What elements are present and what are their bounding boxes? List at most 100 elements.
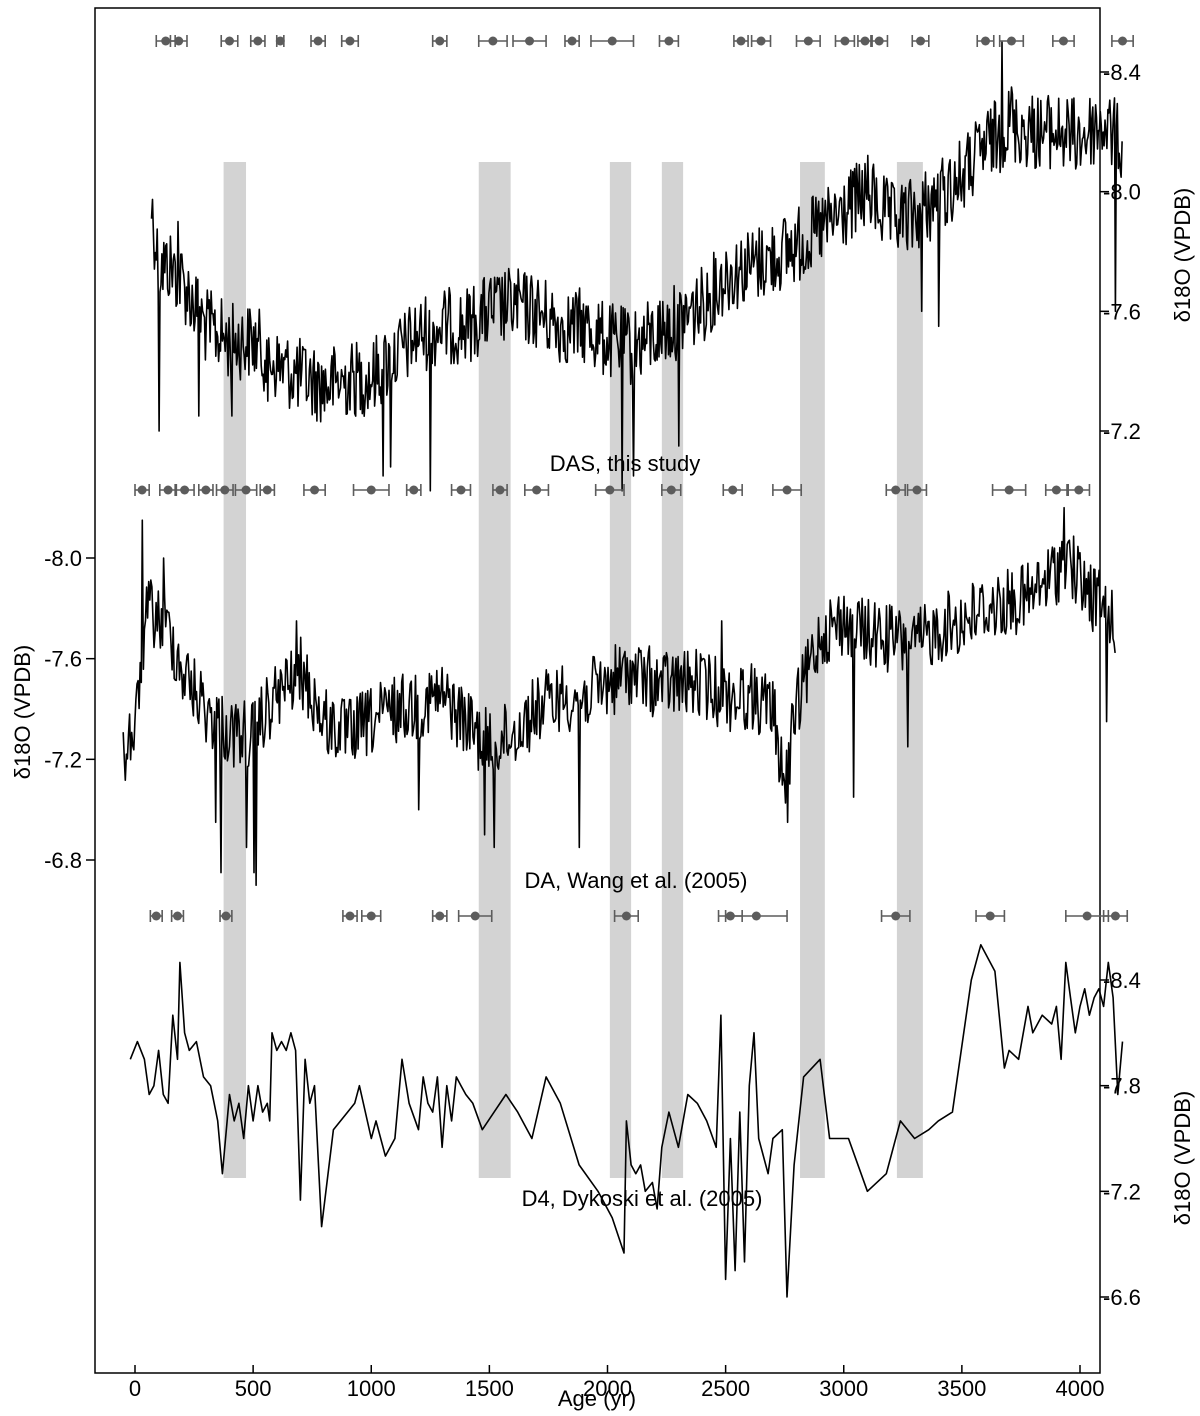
x-tick: 1500 — [465, 1365, 514, 1401]
x-tick-label: 2000 — [583, 1376, 632, 1401]
shaded-interval-6 — [896, 162, 923, 1178]
dating-marker-da-4 — [197, 484, 214, 496]
x-tick: 500 — [235, 1365, 272, 1401]
dating-marker-da-9 — [352, 484, 390, 496]
plot-frame — [94, 7, 1101, 1374]
x-tick: 3500 — [937, 1365, 986, 1401]
y-tick-label-das: -8.4 — [1103, 60, 1141, 85]
dating-marker-da-6 — [234, 484, 258, 496]
y-axes: -8.4 -8.0 -7.6 -7.2 -8.0 -7.6 -7.2 -6.8 -8.4 -7.8… — [44, 60, 1141, 1310]
dating-marker-das-13 — [658, 35, 680, 47]
y-tick-label-da: -7.6 — [44, 647, 82, 672]
dating-marker-das-20 — [911, 35, 930, 47]
panel-label-das: DAS, this study — [550, 451, 700, 476]
dating-marker-das-3 — [220, 35, 239, 47]
dating-marker-da-18 — [885, 484, 906, 496]
dating-marker-das-2 — [169, 35, 188, 47]
y-tick-das: -7.6 — [1100, 299, 1141, 324]
dating-marker-da-8 — [303, 484, 326, 496]
y-tick-label-das: -7.6 — [1103, 299, 1141, 324]
x-tick-label: 1000 — [347, 1376, 396, 1401]
dating-marker-das-12 — [590, 35, 635, 47]
x-tick: 4000 — [1056, 1365, 1105, 1401]
dating-marker-das-17 — [834, 35, 856, 47]
dating-marker-d4-11 — [880, 910, 911, 922]
y-tick-label-d4: -8.4 — [1103, 968, 1141, 993]
x-axis: 0 500 1000 1500 2000 2500 3000 3500 4000 — [129, 1365, 1105, 1401]
y-tick-label-d4: -7.2 — [1103, 1179, 1141, 1204]
dating-marker-das-5 — [275, 35, 285, 47]
dating-marker-da-7 — [259, 484, 276, 496]
x-tick: 1000 — [347, 1365, 396, 1401]
dating-marker-da-13 — [524, 484, 550, 496]
dating-marker-das-6 — [310, 35, 326, 47]
dating-marker-das-7 — [340, 35, 360, 47]
dating-marker-d4-6 — [431, 910, 448, 922]
dating-marker-da-5 — [215, 484, 234, 496]
dating-marker-d4-10 — [724, 910, 788, 922]
y-tick-label-das: -7.2 — [1103, 419, 1141, 444]
dating-marker-das-15 — [750, 35, 772, 47]
x-tick: 2000 — [583, 1365, 632, 1401]
dating-marker-da-1 — [134, 484, 150, 496]
dating-marker-d4-13 — [1065, 910, 1110, 922]
shaded-intervals — [223, 162, 923, 1178]
dating-marker-d4-5 — [360, 910, 382, 922]
dating-marker-da-19 — [906, 484, 928, 496]
x-tick: 3000 — [819, 1365, 868, 1401]
y-tick-da: -6.8 — [44, 848, 95, 873]
dating-marker-das-10 — [512, 35, 547, 47]
y-tick-d4: -6.6 — [1100, 1285, 1141, 1310]
series-line-da — [122, 506, 1116, 886]
dating-marker-das-9 — [477, 35, 508, 47]
dating-marker-da-15 — [661, 484, 682, 496]
dating-marker-das-11 — [564, 35, 580, 47]
y-tick-d4: -7.2 — [1100, 1179, 1141, 1204]
dating-marker-das-19 — [870, 35, 889, 47]
y-tick-label-da: -6.8 — [44, 848, 82, 873]
dating-marker-das-14 — [733, 35, 749, 47]
y-tick-label-das: -8.0 — [1103, 180, 1141, 205]
dating-marker-da-16 — [722, 484, 743, 496]
x-tick: 0 — [129, 1365, 141, 1401]
dating-marker-da-20 — [991, 484, 1027, 496]
x-tick-label: 500 — [235, 1376, 272, 1401]
y-tick-das: -8.4 — [1100, 60, 1141, 85]
x-tick-label: 3500 — [937, 1376, 986, 1401]
dating-marker-da-14 — [594, 484, 625, 496]
x-tick: 2500 — [701, 1365, 750, 1401]
dating-markers — [134, 35, 1134, 922]
x-tick-label: 1500 — [465, 1376, 514, 1401]
shaded-interval-1 — [223, 162, 247, 1178]
y-tick-da: -8.0 — [44, 546, 95, 571]
dating-marker-da-21 — [1044, 484, 1068, 496]
x-axis-title: Age (yr) — [558, 1386, 636, 1411]
x-tick-label: 2500 — [701, 1376, 750, 1401]
dating-marker-das-8 — [431, 35, 448, 47]
panel-label-da: DA, Wang et al. (2005) — [525, 868, 748, 893]
x-tick-label: 0 — [129, 1376, 141, 1401]
y-tick-d4: -8.4 — [1100, 968, 1141, 993]
y-tick-das: -8.0 — [1100, 180, 1141, 205]
dating-marker-das-24 — [1111, 35, 1134, 47]
dating-marker-das-4 — [249, 35, 266, 47]
dating-marker-das-1 — [155, 35, 176, 47]
y-axis-title-das: δ18O (VPDB) — [1170, 188, 1195, 323]
y-tick-d4: -7.8 — [1100, 1074, 1141, 1099]
x-tick-label: 4000 — [1056, 1376, 1105, 1401]
dating-marker-d4-2 — [170, 910, 185, 922]
series-layer — [122, 41, 1124, 1298]
series-line-das — [150, 41, 1123, 492]
dating-marker-das-21 — [976, 35, 995, 47]
panel-label-d4: D4, Dykoski et al. (2005) — [522, 1186, 763, 1211]
y-axis-title-da: δ18O (VPDB) — [10, 645, 35, 780]
dating-marker-das-22 — [998, 35, 1025, 47]
dating-marker-da-17 — [772, 484, 803, 496]
series-line-d4 — [129, 944, 1124, 1298]
dating-marker-d4-14 — [1102, 910, 1129, 922]
dating-marker-da-11 — [450, 484, 472, 496]
x-tick-label: 3000 — [819, 1376, 868, 1401]
dating-marker-das-16 — [795, 35, 821, 47]
y-tick-das: -7.2 — [1100, 419, 1141, 444]
y-tick-da: -7.6 — [44, 647, 95, 672]
